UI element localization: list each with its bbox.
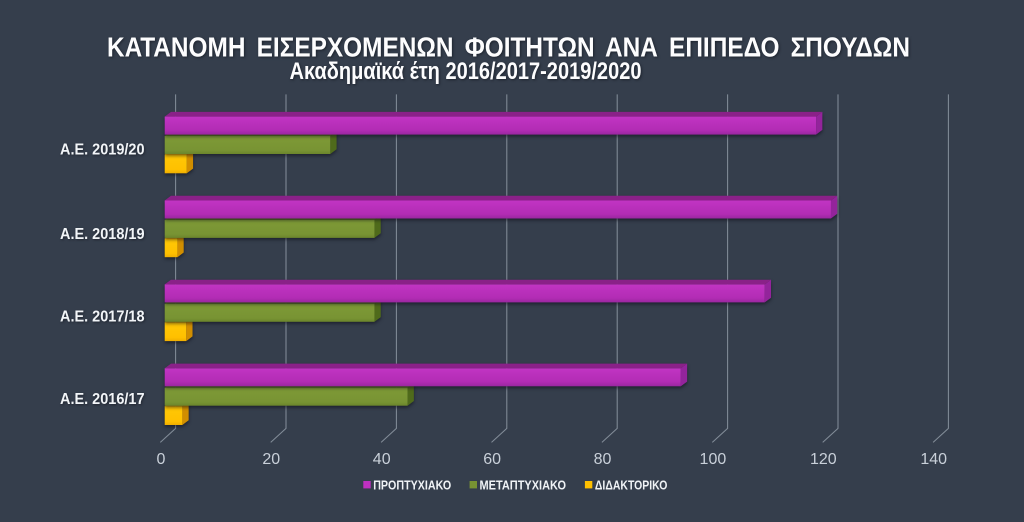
svg-text:ΔΙΔΑΚΤΟΡΙΚΟ: ΔΙΔΑΚΤΟΡΙΚΟ (595, 478, 668, 493)
svg-text:20: 20 (262, 451, 280, 468)
svg-text:Α.Ε. 2019/20: Α.Ε. 2019/20 (60, 142, 145, 159)
svg-text:60: 60 (483, 451, 501, 468)
svg-text:Α.Ε. 2018/19: Α.Ε. 2018/19 (60, 226, 145, 243)
svg-text:100: 100 (700, 451, 727, 468)
svg-text:120: 120 (810, 451, 837, 468)
svg-text:ΠΡΟΠΤΥΧΙΑΚΟ: ΠΡΟΠΤΥΧΙΑΚΟ (373, 478, 451, 493)
svg-text:40: 40 (373, 451, 391, 468)
svg-text:0: 0 (156, 451, 165, 468)
svg-text:Α.Ε. 2017/18: Α.Ε. 2017/18 (60, 309, 145, 326)
svg-text:80: 80 (594, 451, 612, 468)
svg-text:Α.Ε. 2016/17: Α.Ε. 2016/17 (60, 391, 145, 408)
svg-text:ΚΑΤΑΝΟΜΗ ΕΙΣΕΡΧΟΜΕΝΩΝ ΦΟΙΤΗΤΩΝ: ΚΑΤΑΝΟΜΗ ΕΙΣΕΡΧΟΜΕΝΩΝ ΦΟΙΤΗΤΩΝ ΑΝΑ ΕΠΙΠΕ… (107, 32, 910, 63)
svg-text:140: 140 (920, 451, 947, 468)
svg-text:Ακαδημαϊκά έτη 2016/2017-2019/: Ακαδημαϊκά έτη 2016/2017-2019/2020 (290, 58, 642, 85)
svg-text:ΜΕΤΑΠΤΥΧΙΑΚΟ: ΜΕΤΑΠΤΥΧΙΑΚΟ (480, 478, 567, 493)
